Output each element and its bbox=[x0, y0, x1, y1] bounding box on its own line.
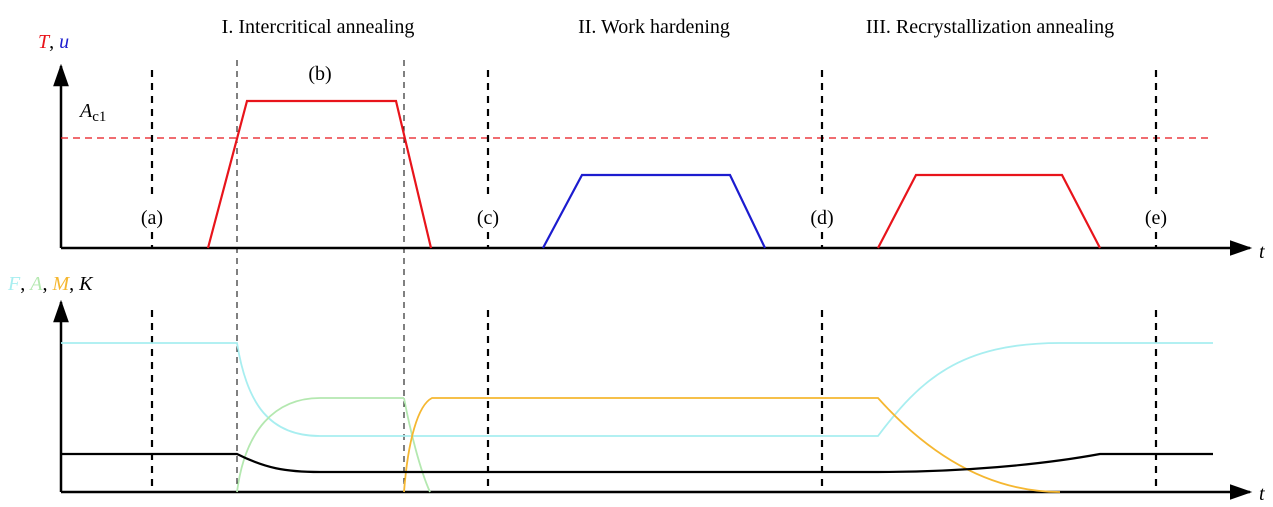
marker-label-a: (a) bbox=[141, 207, 163, 229]
bottom-x-axis-label: t bbox=[1259, 483, 1265, 505]
label-separator: , bbox=[20, 273, 30, 295]
deformation-curve-work-hardening bbox=[542, 173, 766, 249]
k-curve bbox=[61, 452, 1213, 474]
martensite-fraction-curve bbox=[403, 397, 1061, 493]
marker-label-d: (d) bbox=[810, 207, 833, 229]
austenite-symbol: A bbox=[28, 273, 43, 295]
bottom-y-axis-label: F, A, M, K bbox=[7, 273, 94, 295]
ferrite-fraction-curve bbox=[61, 342, 1213, 437]
deformation-symbol: u bbox=[59, 31, 69, 53]
ferrite-symbol: F bbox=[7, 273, 21, 295]
label-separator: , bbox=[49, 31, 59, 53]
temperature-curve-intercritical bbox=[206, 99, 433, 249]
ac1-symbol: A bbox=[78, 100, 93, 122]
label-separator: , bbox=[69, 273, 79, 295]
austenite-fraction-curve bbox=[236, 397, 404, 493]
top-y-axis-label: T, u bbox=[38, 31, 69, 53]
label-separator: , bbox=[42, 273, 52, 295]
phase-label-intercritical-annealing: I. Intercritical annealing bbox=[222, 16, 415, 38]
phase-label-recrystallization-annealing: III. Recrystallization annealing bbox=[866, 16, 1114, 38]
ac1-label: Ac1 bbox=[78, 100, 106, 125]
marker-label-e: (e) bbox=[1145, 207, 1167, 229]
ac1-subscript: c1 bbox=[92, 109, 106, 125]
marker-label-b: (b) bbox=[308, 63, 331, 85]
k-symbol: K bbox=[78, 273, 94, 295]
temperature-symbol: T bbox=[38, 31, 51, 53]
top-x-axis-label: t bbox=[1259, 241, 1265, 263]
phase-label-work-hardening: II. Work hardening bbox=[578, 16, 730, 38]
temperature-curve-recrystallization bbox=[877, 173, 1101, 249]
marker-label-c: (c) bbox=[477, 207, 499, 229]
austenite-decay-curve bbox=[403, 397, 431, 493]
martensite-symbol: M bbox=[51, 273, 70, 295]
